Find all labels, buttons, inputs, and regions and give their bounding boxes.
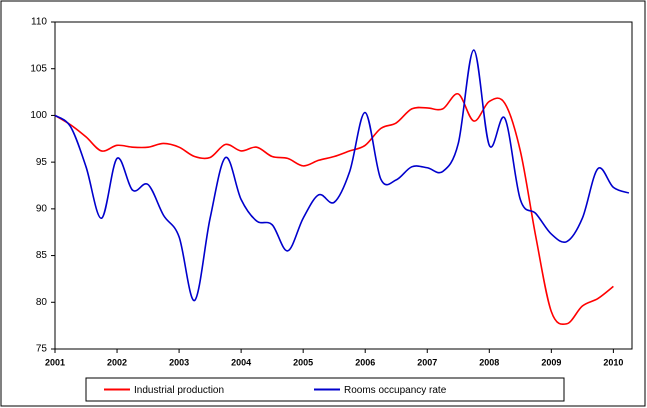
data-line: [54, 93, 614, 326]
legend-label: Industrial production: [134, 385, 224, 396]
x-tick-label: 2005: [293, 357, 313, 367]
legend-label: Rooms occupancy rate: [344, 385, 447, 396]
data-line: [54, 49, 630, 302]
x-tick-label: 2003: [169, 357, 189, 367]
y-tick-label: 90: [36, 203, 48, 214]
x-tick-label: 2006: [355, 357, 375, 367]
y-tick-label: 95: [36, 157, 48, 168]
x-tick-label: 2010: [603, 357, 623, 367]
x-tick-label: 2002: [107, 357, 127, 367]
x-tick-label: 2007: [417, 357, 437, 367]
y-tick-label: 80: [36, 297, 48, 308]
y-tick-label: 100: [30, 110, 47, 121]
x-tick-label: 2004: [231, 357, 251, 367]
x-tick-label: 2009: [541, 357, 561, 367]
plot-area: [54, 21, 633, 350]
y-tick-label: 110: [31, 17, 47, 28]
x-tick-label: 2001: [45, 357, 65, 367]
x-tick-label: 2008: [479, 357, 499, 367]
y-tick-label: 85: [36, 250, 48, 261]
y-tick-label: 75: [36, 344, 48, 355]
y-tick-label: 105: [30, 63, 47, 74]
